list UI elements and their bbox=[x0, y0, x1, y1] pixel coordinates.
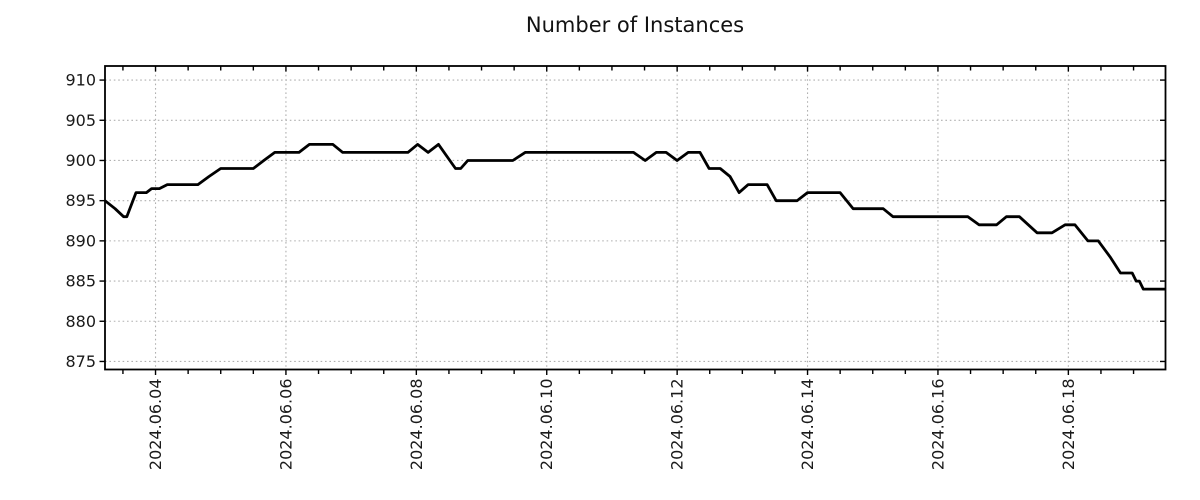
x-tick-label: 2024.06.08 bbox=[407, 379, 426, 471]
y-tick-label: 885 bbox=[65, 272, 96, 291]
x-tick-label: 2024.06.10 bbox=[537, 379, 556, 471]
x-tick-label: 2024.06.18 bbox=[1059, 379, 1078, 471]
x-tick-label: 2024.06.06 bbox=[276, 379, 295, 471]
y-tick-label: 910 bbox=[65, 71, 96, 90]
y-tick-label: 880 bbox=[65, 312, 96, 331]
x-tick-label: 2024.06.04 bbox=[146, 379, 165, 471]
chart-title: Number of Instances bbox=[525, 13, 745, 37]
y-tick-label: 875 bbox=[65, 352, 96, 371]
series-line bbox=[104, 142, 1166, 291]
y-tick-label: 900 bbox=[65, 151, 96, 170]
plot-border bbox=[104, 65, 1167, 371]
x-tick-label: 2024.06.16 bbox=[928, 379, 947, 471]
y-tick-label: 905 bbox=[65, 111, 96, 130]
x-tick-label: 2024.06.12 bbox=[668, 379, 687, 471]
y-tick-label: 895 bbox=[65, 191, 96, 210]
y-tick-label: 890 bbox=[65, 231, 96, 250]
x-tick-label: 2024.06.14 bbox=[798, 379, 817, 471]
